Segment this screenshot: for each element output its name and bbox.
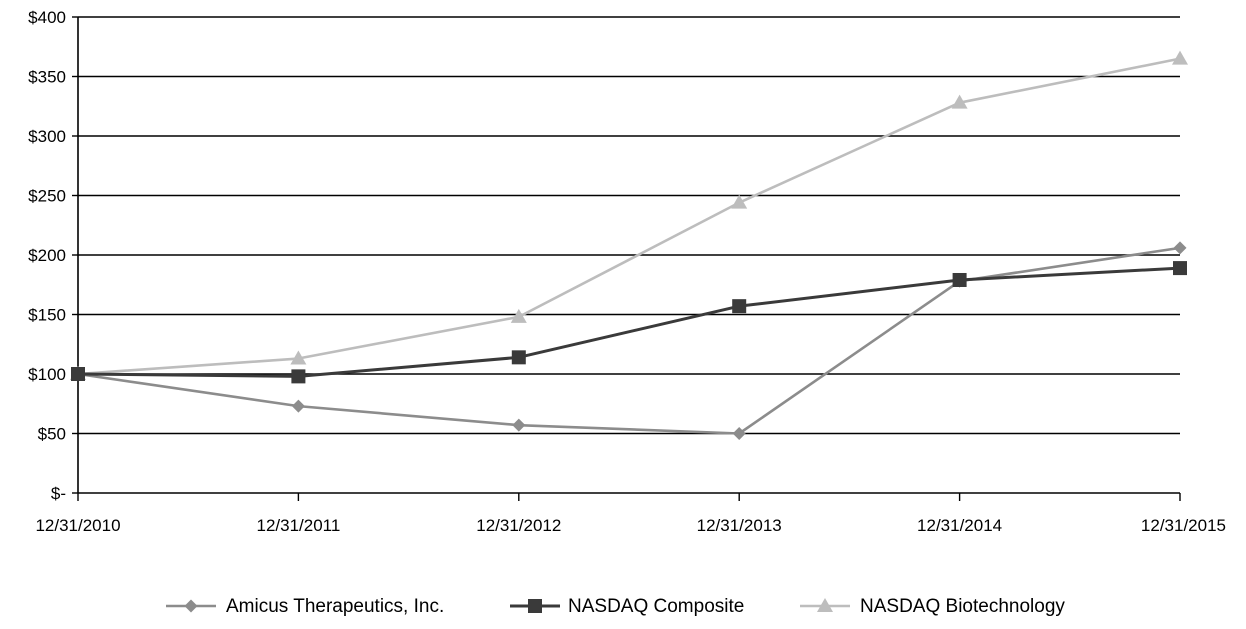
data-point-triangle [731,194,748,209]
data-point-square [952,272,967,287]
legend-item: NASDAQ Biotechnology [800,596,1065,617]
data-point-triangle [1172,50,1188,65]
y-tick-label: $50 [38,425,66,444]
x-tick-label: 12/31/2011 [256,516,340,535]
y-tick-label: $350 [28,68,66,87]
y-axis-tick-labels: $- $50 $100 $150 $200 $250 $300 $350 $400 [28,8,66,503]
series-line [77,57,1181,376]
data-point-square [732,299,747,314]
data-point-triangle [290,350,307,365]
legend-label: NASDAQ Composite [568,596,744,617]
legend-item: NASDAQ Composite [510,596,744,617]
series-line [77,266,1181,378]
legend-marker-square [528,599,542,613]
x-tick-label: 12/31/2013 [697,516,782,535]
legend: Amicus Therapeutics, Inc. NASDAQ Composit… [166,596,1065,617]
y-tick-label: $150 [28,306,66,325]
data-point-square [71,367,85,381]
x-tick-label: 12/31/2010 [35,516,120,535]
axes [72,16,1181,501]
x-tick-label: 12/31/2015 [1141,516,1226,535]
data-point-diamond [291,399,305,413]
data-point-diamond [1173,241,1187,255]
series-diamond [71,241,1187,440]
y-tick-label: $400 [28,8,66,27]
y-tick-label: $300 [28,127,66,146]
y-tick-label: $200 [28,246,66,265]
y-tick-label: $250 [28,187,66,206]
y-tick-label: $100 [28,365,66,384]
data-point-triangle [510,308,527,323]
series-lines [70,50,1188,440]
data-point-square [511,350,526,365]
data-point-square [1173,261,1187,276]
data-point-triangle [951,94,968,109]
legend-label: NASDAQ Biotechnology [860,596,1065,617]
y-tick-label: $- [51,484,66,503]
legend-marker-diamond [184,599,198,613]
legend-label: Amicus Therapeutics, Inc. [226,596,444,617]
x-tick-label: 12/31/2012 [476,516,561,535]
legend-marker-triangle [817,598,833,612]
data-point-diamond [732,427,746,440]
legend-item: Amicus Therapeutics, Inc. [166,596,444,617]
grid-lines [78,16,1180,435]
data-point-diamond [512,418,526,432]
data-point-square [291,369,306,384]
series-square [71,261,1187,384]
x-tick-label: 12/31/2014 [917,516,1002,535]
series-line [77,246,1181,435]
x-axis-tick-labels: 12/31/2010 12/31/2011 12/31/2012 12/31/2013… [35,516,1226,535]
